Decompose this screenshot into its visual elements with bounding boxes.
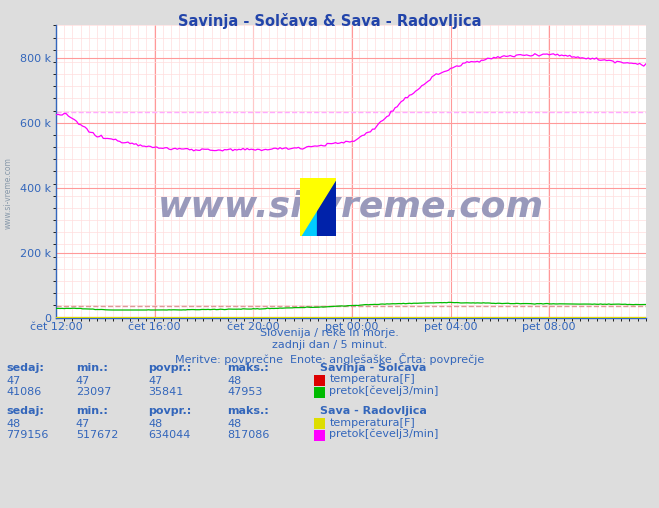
Text: 48: 48 [227,419,242,429]
Text: pretok[čevelj3/min]: pretok[čevelj3/min] [330,386,439,396]
Text: 48: 48 [148,419,163,429]
Text: min.:: min.: [76,406,107,416]
Polygon shape [300,178,336,236]
Text: 41086: 41086 [7,387,42,397]
Text: Meritve: povprečne  Enote: anglešaške  Črta: povprečje: Meritve: povprečne Enote: anglešaške Črt… [175,353,484,365]
Text: pretok[čevelj3/min]: pretok[čevelj3/min] [330,429,439,439]
Polygon shape [300,178,336,236]
Text: 23097: 23097 [76,387,111,397]
Text: 47: 47 [76,375,90,386]
Text: Sava - Radovljica: Sava - Radovljica [320,406,426,416]
Polygon shape [316,178,336,236]
Polygon shape [300,178,336,236]
Text: 517672: 517672 [76,430,118,440]
Text: 817086: 817086 [227,430,270,440]
Text: min.:: min.: [76,363,107,373]
Text: sedaj:: sedaj: [7,406,44,416]
Text: Savinja - Solčava: Savinja - Solčava [320,362,426,373]
Text: 47: 47 [76,419,90,429]
Text: zadnji dan / 5 minut.: zadnji dan / 5 minut. [272,340,387,351]
Text: 47953: 47953 [227,387,263,397]
Text: 48: 48 [227,375,242,386]
Text: 47: 47 [148,375,163,386]
Text: maks.:: maks.: [227,363,269,373]
Polygon shape [318,178,336,236]
Text: Savinja - Solčava & Sava - Radovljica: Savinja - Solčava & Sava - Radovljica [178,13,481,28]
Text: temperatura[F]: temperatura[F] [330,418,415,428]
Text: www.si-vreme.com: www.si-vreme.com [3,157,13,229]
Text: www.si-vreme.com: www.si-vreme.com [158,189,544,224]
Polygon shape [300,178,336,236]
Text: temperatura[F]: temperatura[F] [330,374,415,384]
Text: 47: 47 [7,375,21,386]
Text: povpr.:: povpr.: [148,363,192,373]
Text: 779156: 779156 [7,430,49,440]
Text: 48: 48 [7,419,21,429]
Text: 634044: 634044 [148,430,190,440]
Polygon shape [300,178,336,236]
Text: maks.:: maks.: [227,406,269,416]
Polygon shape [300,178,336,236]
Text: povpr.:: povpr.: [148,406,192,416]
Text: 35841: 35841 [148,387,183,397]
Text: sedaj:: sedaj: [7,363,44,373]
Text: Slovenija / reke in morje.: Slovenija / reke in morje. [260,328,399,338]
